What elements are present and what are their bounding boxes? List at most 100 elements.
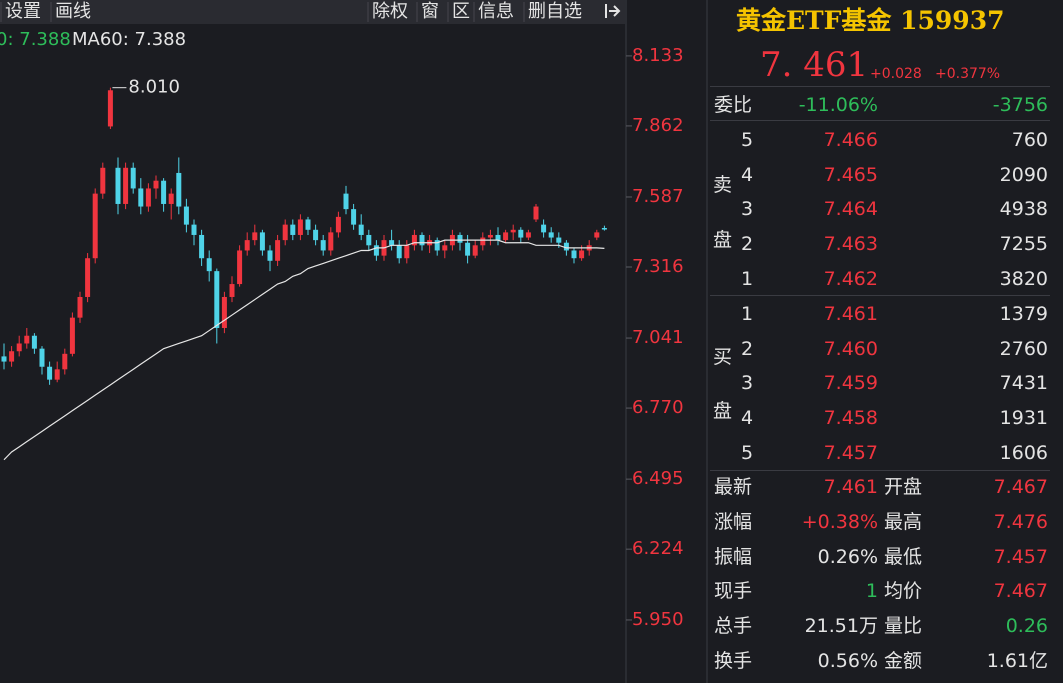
toolbar-button[interactable]: 删自选 — [528, 1, 582, 22]
candle-body — [510, 229, 516, 233]
divider — [710, 86, 1050, 87]
order-ratio-diff: -3756 — [992, 94, 1048, 116]
order-ratio-pct: -11.06% — [798, 94, 878, 116]
candle-body — [168, 193, 174, 204]
candle-body — [411, 234, 417, 246]
stat-label: 量比 — [884, 615, 923, 638]
book-volume: 1931 — [999, 407, 1048, 430]
y-tick-label: 7.862 — [632, 115, 684, 136]
candle-body — [244, 240, 250, 251]
book-volume: 760 — [1011, 129, 1048, 151]
candle-body — [62, 353, 68, 370]
book-level: 2 — [741, 233, 754, 256]
candle-body — [31, 335, 37, 349]
candle-body — [275, 240, 281, 261]
candle-body — [465, 242, 471, 256]
book-level: 4 — [741, 407, 754, 430]
y-tick-label: 7.316 — [632, 256, 684, 277]
candle-body — [100, 167, 106, 194]
candle-body — [145, 188, 151, 207]
stat-label: 金额 — [884, 650, 923, 672]
toolbar-button[interactable]: 除权 — [372, 1, 408, 22]
stat-value: +0.38% — [801, 510, 878, 533]
candle-body — [183, 206, 189, 225]
stat-value: 7.476 — [993, 510, 1048, 533]
candle-body — [396, 245, 402, 259]
candle-body — [47, 366, 53, 380]
candle-body — [237, 250, 243, 285]
candle-body — [214, 271, 220, 328]
stat-value: 21.51万 — [804, 615, 878, 638]
candle-body — [472, 245, 478, 256]
book-level: 5 — [741, 129, 754, 151]
candle-body — [358, 224, 364, 235]
candle-body — [305, 219, 311, 230]
stat-value: 7.467 — [993, 580, 1048, 603]
book-price: 7.457 — [823, 441, 878, 464]
candle-body — [495, 234, 501, 241]
y-tick-label: 5.950 — [632, 609, 684, 630]
book-price: 7.458 — [823, 407, 878, 430]
divider — [710, 470, 1050, 471]
candle-body — [480, 237, 486, 246]
stat-label: 振幅 — [714, 545, 753, 568]
toolbar-button[interactable]: 区 — [452, 1, 470, 22]
candle-body — [206, 258, 212, 272]
toolbar-button[interactable]: 设置 — [5, 1, 41, 22]
toolbar-button[interactable]: 画线 — [55, 1, 91, 22]
candle-body — [563, 242, 569, 251]
candle-body — [419, 234, 425, 246]
y-tick-label: 6.495 — [632, 468, 684, 489]
candle-body — [161, 180, 167, 204]
stat-label: 开盘 — [884, 476, 923, 498]
book-price: 7.461 — [823, 303, 878, 325]
stat-value: 0.26 — [1005, 615, 1048, 638]
candle-body — [373, 245, 379, 256]
candle-body — [267, 250, 273, 261]
candle-body — [39, 348, 45, 367]
candle-body — [404, 245, 410, 259]
collapse-icon[interactable] — [605, 4, 621, 18]
candle-body — [320, 240, 326, 251]
candle-body — [115, 167, 121, 204]
candle-body — [259, 232, 265, 251]
stat-label: 最低 — [884, 545, 923, 568]
candle-body — [282, 224, 288, 241]
stat-label: 现手 — [714, 580, 753, 603]
toolbar-bg — [0, 0, 625, 24]
candle-body — [533, 206, 539, 220]
kline-chart: 设置 画线 除权窗区信息 删自选 0: 7.388 MA60: 7.388 8.133 7.8… — [0, 0, 708, 683]
stat-value: 0.26% — [817, 545, 878, 568]
candle-body — [335, 216, 341, 233]
candle-body — [191, 224, 197, 235]
stat-value: 1 — [865, 580, 878, 603]
toolbar-button[interactable]: 信息 — [478, 1, 514, 22]
candle-body — [176, 172, 182, 207]
toolbar-button[interactable]: 窗 — [421, 1, 439, 22]
book-price: 7.466 — [823, 129, 878, 151]
candle-body — [434, 240, 440, 251]
stat-label: 涨幅 — [714, 510, 753, 533]
candle-body — [153, 180, 159, 189]
last-price: 7. 461 — [760, 45, 869, 85]
stat-value: 7.467 — [993, 476, 1048, 498]
book-level: 1 — [741, 303, 754, 325]
candle-body — [138, 188, 144, 207]
candle-body — [579, 250, 585, 259]
candle-body — [221, 296, 227, 328]
book-price: 7.464 — [823, 198, 878, 221]
book-side-label: 卖 — [713, 174, 733, 196]
candle-body — [77, 296, 83, 318]
candle-body — [229, 284, 235, 297]
y-tick-label: 6.224 — [632, 538, 684, 559]
candle-body — [290, 224, 296, 235]
change: +0.028 — [870, 66, 922, 82]
book-level: 5 — [741, 441, 754, 464]
book-level: 2 — [741, 337, 754, 360]
book-level: 3 — [741, 372, 754, 395]
change-pct: +0.377% — [935, 66, 1001, 82]
order-ratio-label: 委比 — [714, 94, 753, 116]
ma-legend: 0: 7.388 — [0, 29, 71, 50]
candle-body — [9, 351, 15, 362]
